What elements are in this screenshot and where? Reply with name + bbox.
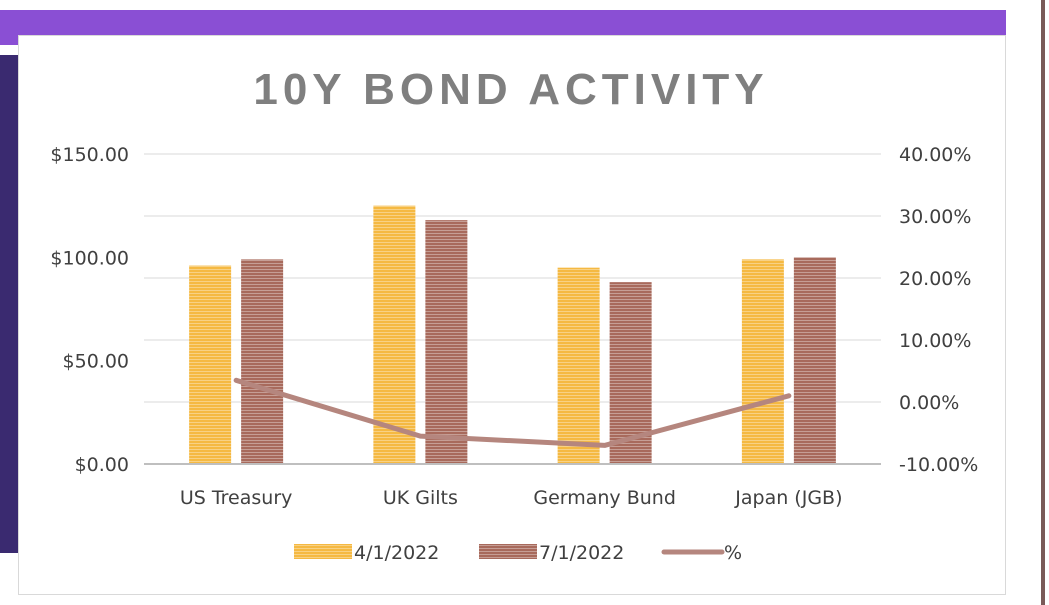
- right-axis-ticks: -10.00% 0.00% 10.00% 20.00% 30.00% 40.00%: [899, 144, 978, 476]
- right-tick-label: 40.00%: [899, 144, 971, 166]
- right-tick-label: -10.00%: [899, 454, 978, 476]
- bar-0-3: [741, 259, 784, 464]
- left-axis-ticks: $0.00 $50.00 $100.00 $150.00: [50, 144, 129, 476]
- legend-label: %: [724, 542, 742, 564]
- bond-activity-chart: 10Y BOND ACTIVITY $0.00 $50.00 $100.00 $150…: [50, 65, 978, 564]
- right-tick-label: 0.00%: [899, 392, 959, 414]
- category-label: Germany Bund: [533, 487, 676, 509]
- category-labels: US Treasury UK Gilts Germany Bund Japan (JG…: [180, 487, 843, 509]
- bar-series: [189, 205, 836, 464]
- legend-swatch: [294, 544, 352, 559]
- right-tick-label: 10.00%: [899, 330, 971, 352]
- bar-0-2: [557, 267, 600, 464]
- right-divider-line: [1041, 0, 1045, 605]
- chart-container[interactable]: 10Y BOND ACTIVITY $0.00 $50.00 $100.00 $150…: [18, 35, 1006, 595]
- legend-label: 7/1/2022: [539, 542, 624, 564]
- right-tick-label: 20.00%: [899, 268, 971, 290]
- bar-1-3: [793, 257, 836, 464]
- bar-0-0: [189, 265, 232, 464]
- left-tick-label: $100.00: [50, 247, 129, 269]
- bar-0-1: [373, 205, 416, 464]
- bar-1-0: [241, 259, 284, 464]
- left-tick-label: $0.00: [75, 454, 129, 476]
- category-label: UK Gilts: [383, 487, 458, 509]
- category-label: Japan (JGB): [734, 487, 842, 509]
- right-tick-label: 30.00%: [899, 206, 971, 228]
- left-tick-label: $150.00: [50, 144, 129, 166]
- chart-title: 10Y BOND ACTIVITY: [253, 65, 768, 114]
- left-accent-panel: [0, 55, 18, 553]
- category-label: US Treasury: [180, 487, 293, 509]
- legend-label: 4/1/2022: [354, 542, 439, 564]
- legend-swatch: [479, 544, 537, 559]
- percent-line: [233, 377, 792, 448]
- percent-line-series: [233, 377, 792, 448]
- left-tick-label: $50.00: [63, 351, 129, 373]
- legend: 4/1/2022 7/1/2022%: [294, 542, 742, 564]
- bar-1-1: [425, 220, 468, 464]
